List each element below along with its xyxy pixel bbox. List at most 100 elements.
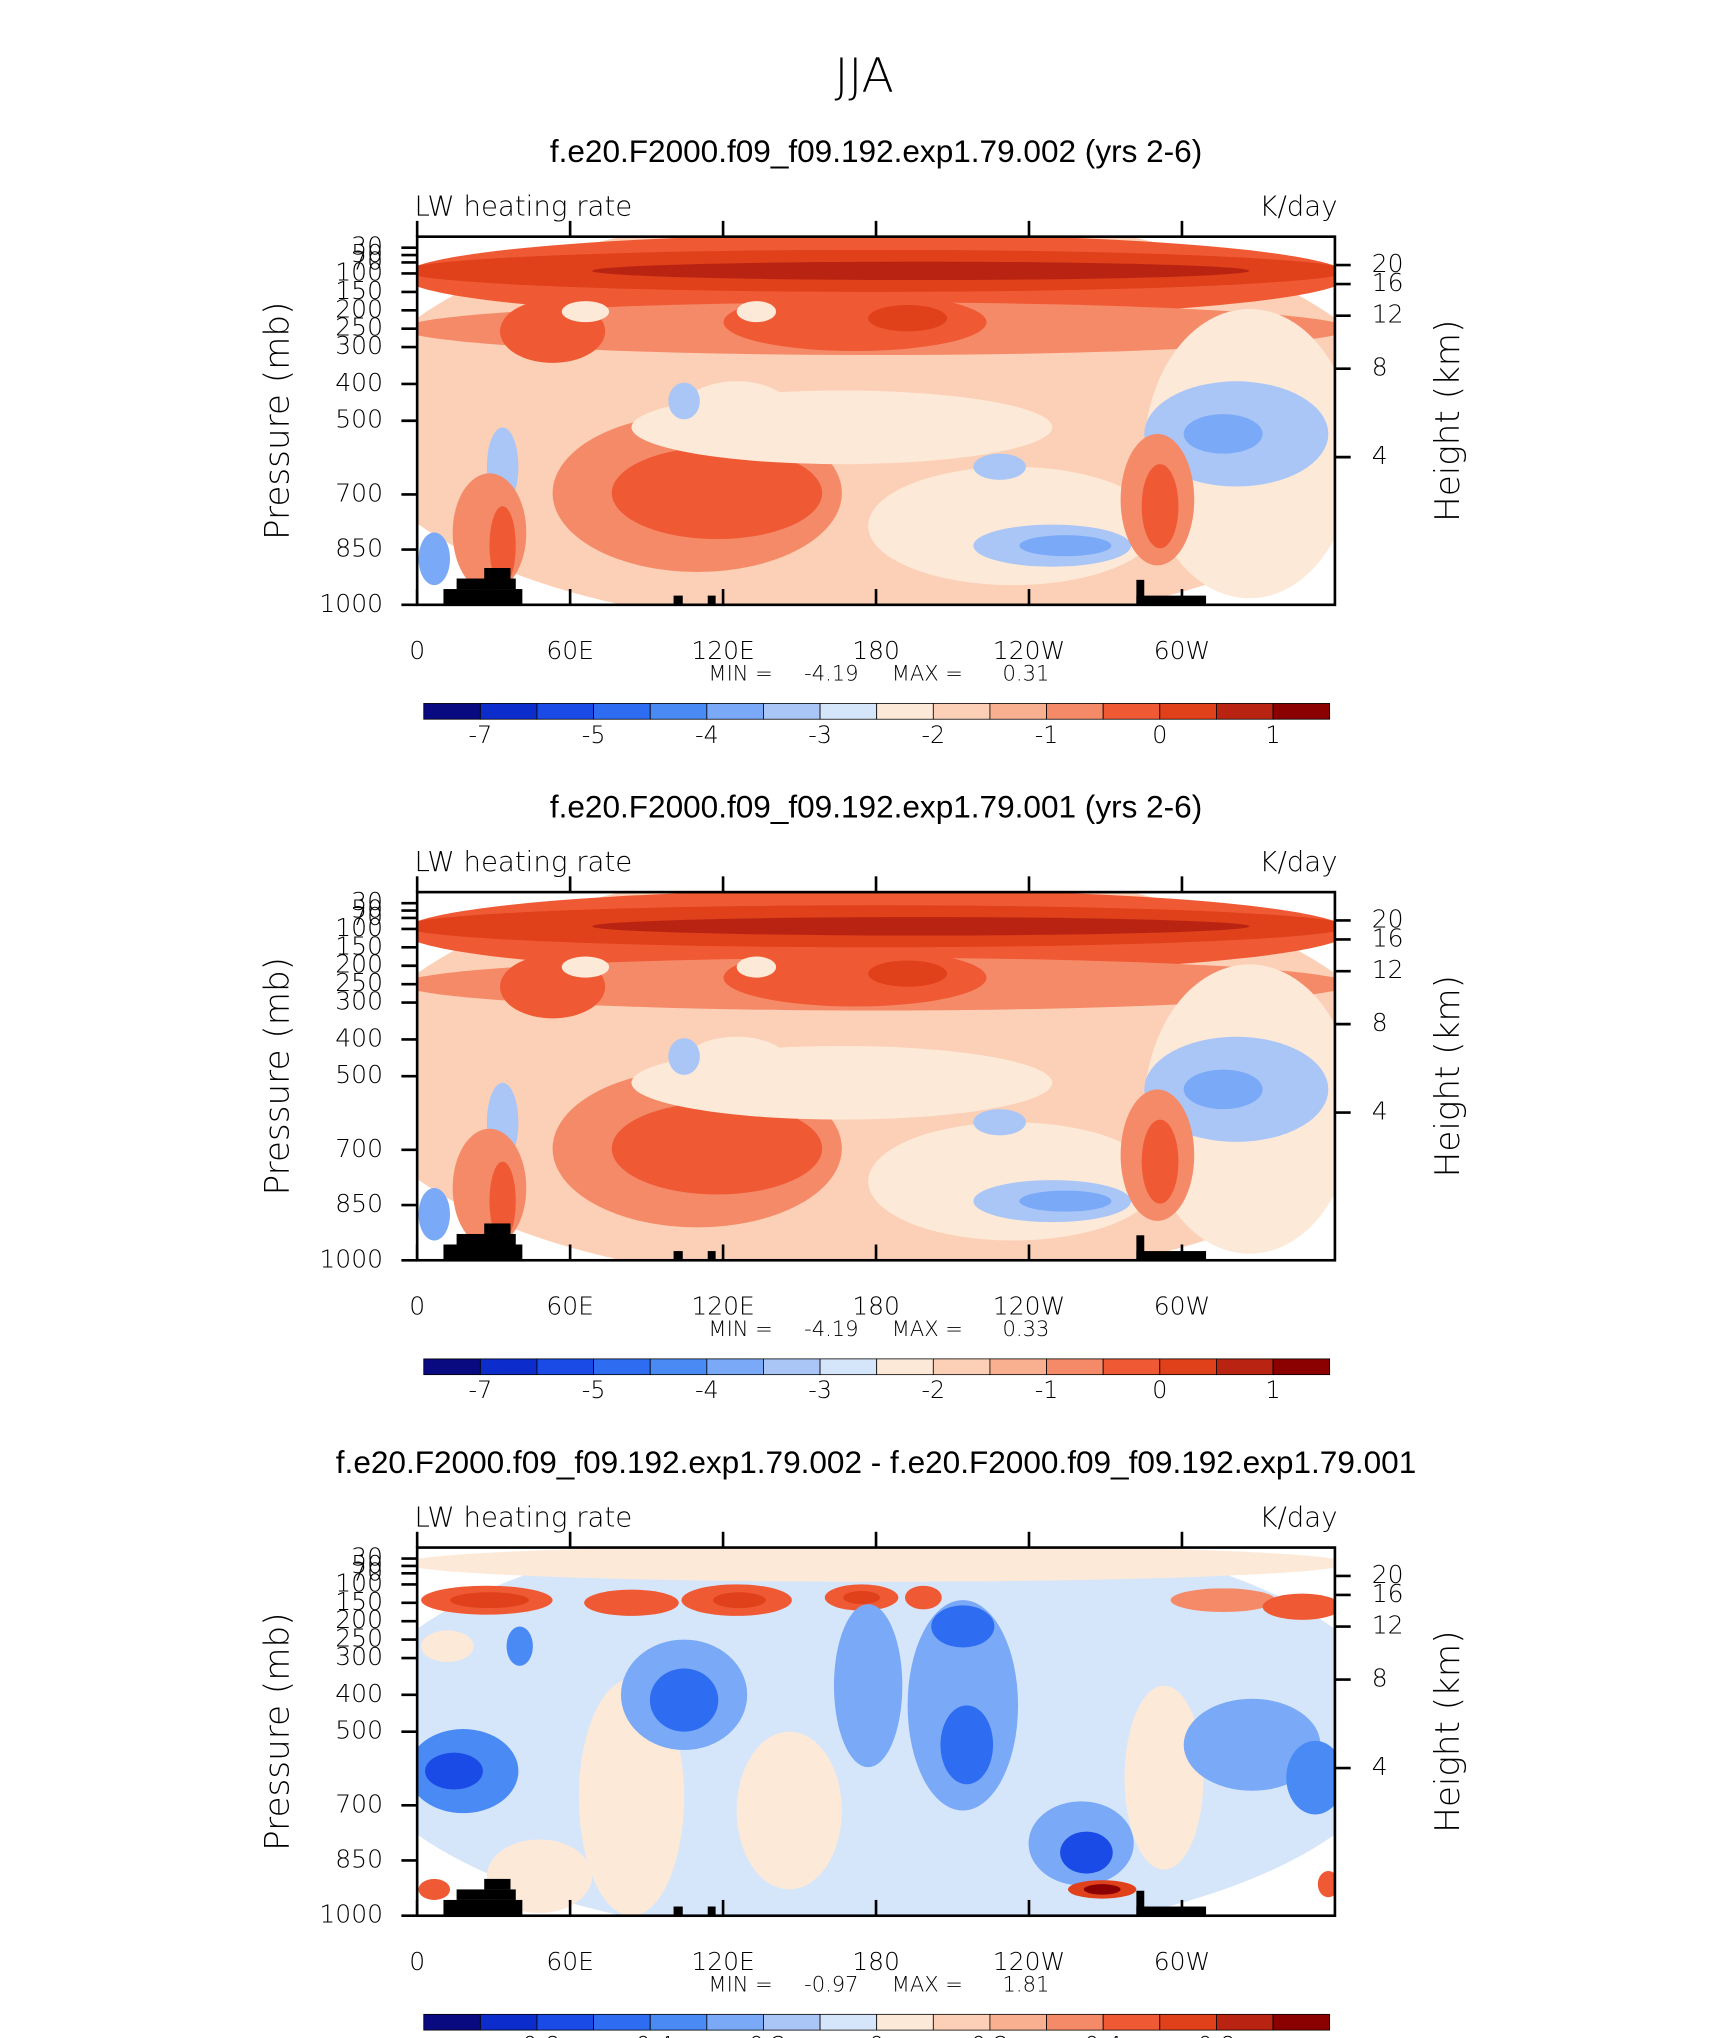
y-tick-label: 50 bbox=[351, 1550, 383, 1579]
x-tick-label: 180 bbox=[852, 1292, 900, 1321]
y-tick-label: 70 bbox=[351, 246, 383, 275]
contour-region bbox=[931, 1605, 995, 1648]
terrain bbox=[673, 1251, 683, 1261]
terrain bbox=[707, 595, 716, 605]
colorbar-box bbox=[1216, 703, 1274, 720]
colorbar-label: -5 bbox=[582, 721, 606, 749]
x-tick-label: 60E bbox=[546, 1947, 594, 1976]
min-label: MIN = bbox=[708, 1971, 772, 1996]
colorbar-box bbox=[1046, 703, 1104, 720]
contour-region bbox=[684, 381, 790, 434]
colorbar-label: -7 bbox=[469, 721, 493, 749]
colorbar-box bbox=[989, 703, 1047, 720]
y2-tick-label: 16 bbox=[1372, 1579, 1404, 1608]
y-tick-label: 700 bbox=[335, 1789, 383, 1818]
figure-title: JJA bbox=[834, 49, 893, 104]
y-tick-label: 70 bbox=[351, 1557, 383, 1586]
colorbar-label: -7 bbox=[469, 1376, 493, 1404]
contour-region bbox=[973, 1109, 1026, 1136]
colorbar-box bbox=[932, 703, 991, 720]
terrain bbox=[673, 595, 683, 605]
y-tick-label: 150 bbox=[335, 276, 383, 305]
contour-field bbox=[417, 236, 1335, 605]
y2-axis-label: Height (km) bbox=[1428, 1630, 1468, 1832]
colorbar-box bbox=[932, 1358, 991, 1376]
y-tick-label: 200 bbox=[335, 950, 383, 979]
colorbar-box bbox=[1216, 1358, 1274, 1376]
left-label: LW heating rate bbox=[415, 845, 633, 878]
y-tick-label: 300 bbox=[335, 1642, 383, 1671]
colorbar-label: 1 bbox=[1266, 721, 1281, 749]
terrain bbox=[707, 1906, 716, 1916]
contour-region bbox=[418, 532, 451, 586]
contour-region bbox=[1019, 1190, 1112, 1212]
panel-title: f.e20.F2000.f09_f09.192.exp1.79.002 (yrs… bbox=[550, 133, 1202, 169]
left-label: LW heating rate bbox=[415, 190, 633, 223]
contour-region bbox=[561, 301, 610, 323]
x-tick-label: 0 bbox=[409, 636, 425, 665]
x-tick-label: 120W bbox=[993, 1292, 1065, 1321]
colorbar-box bbox=[932, 2013, 991, 2031]
colorbar-box bbox=[706, 2013, 764, 2031]
contour-region bbox=[649, 1668, 719, 1732]
x-tick-label: 120E bbox=[691, 1947, 754, 1976]
y-tick-label: 1000 bbox=[319, 1244, 383, 1273]
y2-tick-label: 4 bbox=[1372, 441, 1388, 470]
y2-tick-label: 12 bbox=[1372, 1611, 1404, 1640]
colorbar-label: 0 bbox=[1152, 721, 1167, 749]
y-tick-label: 100 bbox=[335, 913, 383, 942]
colorbar-box bbox=[1102, 2013, 1161, 2031]
min-label: MIN = bbox=[708, 661, 772, 686]
contour-region bbox=[668, 1038, 700, 1075]
y-tick-label: 250 bbox=[335, 968, 383, 997]
y-axis-label: Pressure (mb) bbox=[258, 302, 298, 540]
colorbar-label: -0.4 bbox=[627, 2032, 673, 2038]
colorbar-box bbox=[1216, 2013, 1274, 2031]
y2-tick-label: 20 bbox=[1372, 249, 1404, 278]
contour-region bbox=[736, 956, 777, 978]
y-tick-label: 500 bbox=[335, 405, 383, 434]
panel: f.e20.F2000.f09_f09.192.exp1.79.001 (yrs… bbox=[258, 789, 1468, 1405]
colorbar-label: -1 bbox=[1035, 721, 1059, 749]
contour-region bbox=[1317, 1871, 1335, 1898]
terrain bbox=[484, 1878, 511, 1890]
terrain bbox=[443, 1899, 523, 1916]
panel: f.e20.F2000.f09_f09.192.exp1.79.002 - f.… bbox=[258, 1444, 1468, 2038]
y-tick-label: 400 bbox=[335, 1023, 383, 1052]
colorbar-box bbox=[1272, 1358, 1331, 1376]
contour-region bbox=[489, 1161, 516, 1241]
colorbar-label: -2 bbox=[922, 721, 946, 749]
contour-region bbox=[868, 960, 948, 987]
panel: f.e20.F2000.f09_f09.192.exp1.79.002 (yrs… bbox=[258, 133, 1468, 749]
contour-region bbox=[940, 1705, 994, 1785]
y2-tick-label: 20 bbox=[1372, 904, 1404, 933]
colorbar-box bbox=[763, 2013, 821, 2031]
y-axis-label: Pressure (mb) bbox=[258, 1612, 298, 1850]
colorbar-box bbox=[536, 2013, 594, 2031]
contour-region bbox=[1019, 535, 1112, 557]
colorbar-box bbox=[876, 2013, 934, 2031]
contour-region bbox=[1170, 1588, 1276, 1612]
contour-region bbox=[450, 1592, 529, 1609]
x-tick-label: 60W bbox=[1154, 1292, 1210, 1321]
colorbar-box bbox=[876, 1358, 934, 1376]
colorbar-box bbox=[423, 703, 481, 720]
colorbar-box bbox=[1272, 703, 1331, 720]
contour-region bbox=[843, 1590, 880, 1605]
colorbar-box bbox=[989, 1358, 1047, 1376]
contour-region bbox=[425, 1752, 483, 1790]
y-tick-label: 700 bbox=[335, 478, 383, 507]
contour-region bbox=[973, 453, 1026, 480]
y-tick-label: 250 bbox=[335, 1624, 383, 1653]
colorbar-box bbox=[876, 703, 934, 720]
contour-field bbox=[417, 892, 1335, 1261]
colorbar-label: -0.2 bbox=[740, 2032, 786, 2038]
contour-region bbox=[1286, 1740, 1335, 1815]
colorbar-box bbox=[1102, 703, 1161, 720]
contour-region bbox=[904, 1585, 942, 1610]
contour-region bbox=[489, 506, 516, 586]
y-tick-label: 300 bbox=[335, 331, 383, 360]
colorbar-box bbox=[819, 2013, 878, 2031]
colorbar-label: -2 bbox=[922, 1376, 946, 1404]
y-tick-label: 700 bbox=[335, 1134, 383, 1163]
